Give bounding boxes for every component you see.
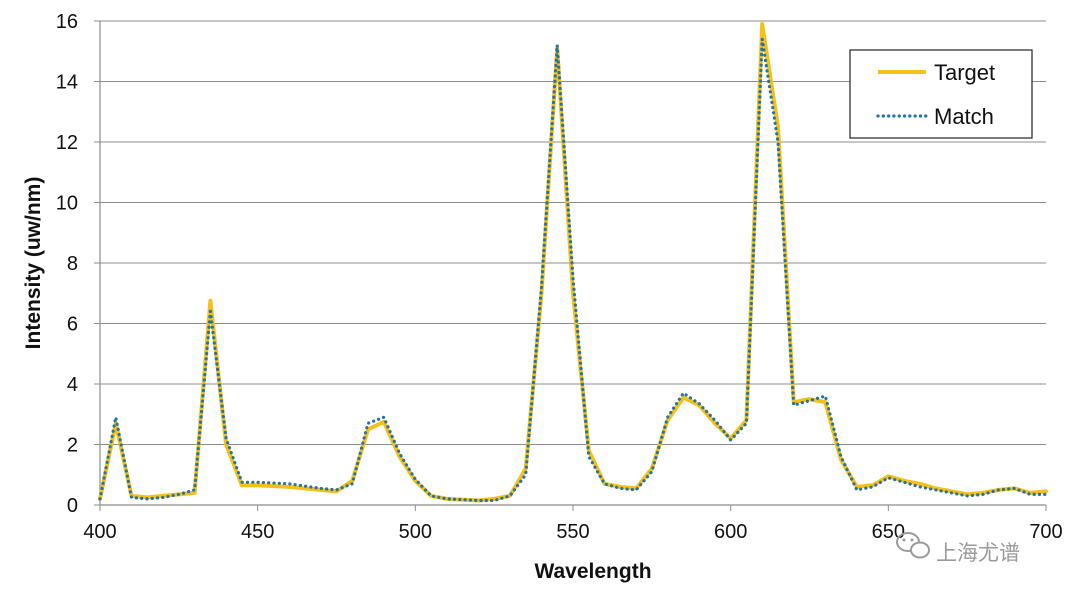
x-tick-label: 700: [1029, 521, 1062, 543]
watermark-text: 上海尤谱: [936, 542, 1020, 565]
y-tick-label: 8: [67, 253, 78, 275]
y-tick-label: 12: [56, 132, 78, 154]
axes: [94, 20, 1047, 511]
x-axis-title: Wavelength: [534, 560, 651, 583]
y-tick-label: 6: [67, 314, 78, 336]
legend: Target Match: [849, 49, 1033, 139]
legend-label-match: Match: [934, 104, 994, 129]
x-tick-label: 650: [872, 521, 905, 543]
tick-labels: 0 2 4 6 8 10 12 14 16 400 450 500 550 600 650 700: [56, 11, 1063, 543]
y-tick-label: 2: [67, 435, 78, 457]
legend-label-target: Target: [934, 60, 995, 85]
series-line-target: [98, 22, 1048, 503]
watermark: 上海尤谱: [896, 532, 1020, 565]
y-tick-label: 4: [67, 374, 78, 396]
y-axis-title: Intensity (uw/nm): [22, 177, 45, 350]
x-tick-label: 500: [399, 521, 432, 543]
x-tick-label: 600: [714, 521, 747, 543]
y-tick-label: 0: [67, 495, 78, 517]
series-line-match: [98, 37, 1048, 503]
wechat-icon: [896, 532, 930, 559]
y-tick-label: 16: [56, 11, 78, 33]
y-tick-label: 14: [56, 72, 78, 94]
y-tick-label: 10: [56, 193, 78, 215]
x-tick-label: 550: [556, 521, 589, 543]
legend-box: [849, 49, 1033, 139]
x-tick-label: 450: [241, 521, 274, 543]
series-layer: [98, 22, 1048, 503]
x-tick-label: 400: [83, 521, 116, 543]
grid-lines: [100, 20, 1046, 445]
